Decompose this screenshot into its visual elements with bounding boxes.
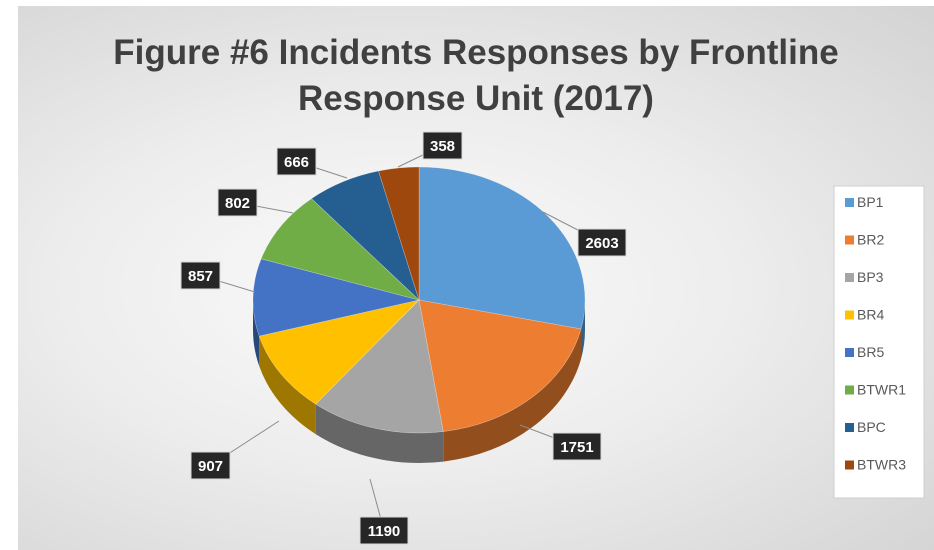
pie-depth <box>253 300 585 463</box>
pie-slice-btwr3 <box>378 166 420 301</box>
legend-label-br4: BR4 <box>857 307 884 323</box>
pie-slice-bp3 <box>315 299 444 434</box>
data-label-btwr1: 802 <box>225 195 250 212</box>
data-label-box-bp1 <box>577 228 627 257</box>
chart-title-line-1: Figure #6 Incidents Responses by Frontli… <box>113 33 839 72</box>
legend-label-bp3: BP3 <box>857 269 884 285</box>
legend-swatch-br4 <box>845 310 854 320</box>
data-label-br2: 1751 <box>560 439 593 456</box>
data-label-br5: 857 <box>188 268 213 285</box>
legend-label-btwr1: BTWR1 <box>857 382 906 398</box>
data-label-box-br4 <box>190 451 231 480</box>
legend-swatch-bp3 <box>845 273 854 282</box>
pie-slice-br4 <box>258 299 420 405</box>
pie-slice-btwr1 <box>260 198 420 301</box>
legend-swatch-btwr1 <box>845 385 854 395</box>
legend-swatch-bp1 <box>845 198 854 207</box>
legend-label-btwr3: BTWR3 <box>857 457 906 473</box>
pie-side-bp3 <box>315 404 444 463</box>
data-label-box-br2 <box>552 432 602 461</box>
legend-swatch-br2 <box>845 235 854 245</box>
chart-title-line-2: Response Unit (2017) <box>298 79 654 118</box>
pie-slice-br2 <box>418 299 582 432</box>
pie-side-br4 <box>259 336 316 435</box>
data-label-box-btwr3 <box>422 131 463 160</box>
pie-side-br5 <box>253 300 260 367</box>
pie-slice-bpc <box>311 170 420 302</box>
data-label-bp1: 2603 <box>585 235 618 252</box>
chart-title: Figure #6 Incidents Responses by Frontli… <box>18 30 934 122</box>
data-label-bpc: 666 <box>284 154 309 171</box>
legend-label-bp1: BP1 <box>857 194 884 210</box>
legend: BP1 BR2 BP3 BR4 BR5 BTWR1 BPC BTWR3 <box>833 185 925 499</box>
legend-label-br2: BR2 <box>857 232 884 248</box>
data-labels: 2603 1751 1190 907 857 802 666 358 <box>180 131 627 545</box>
legend-swatch-btwr3 <box>845 460 854 470</box>
legend-swatch-bpc <box>845 423 854 432</box>
pie-slice-bp1 <box>418 166 586 330</box>
pie-side-bp1 <box>581 300 585 359</box>
data-label-box-bpc <box>276 147 317 176</box>
legend-label-bpc: BPC <box>857 419 886 435</box>
data-label-box-br5 <box>180 261 221 290</box>
data-label-box-btwr1 <box>217 188 258 217</box>
data-label-br4: 907 <box>198 458 223 475</box>
pie-side-br2 <box>443 328 582 462</box>
legend-label-br5: BR5 <box>857 344 884 360</box>
data-label-btwr3: 358 <box>430 138 455 155</box>
legend-swatch-br5 <box>845 348 854 357</box>
pie-slices <box>252 166 586 434</box>
data-label-bp3: 1190 <box>368 523 401 540</box>
data-label-box-bp3 <box>359 516 409 545</box>
pie-slice-br5 <box>252 258 420 337</box>
